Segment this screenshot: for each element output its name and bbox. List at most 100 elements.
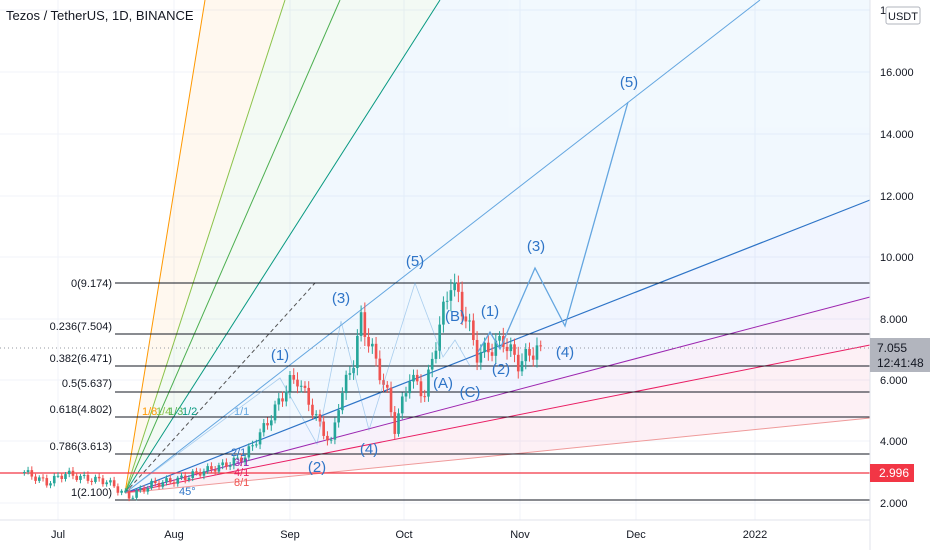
candle[interactable] xyxy=(322,415,325,440)
candle[interactable] xyxy=(157,479,161,490)
candle[interactable] xyxy=(23,470,26,476)
candle[interactable] xyxy=(139,485,142,493)
candle[interactable] xyxy=(389,381,393,418)
candle[interactable] xyxy=(311,398,314,420)
candle[interactable] xyxy=(135,488,138,501)
candle[interactable] xyxy=(228,462,232,471)
candle[interactable] xyxy=(34,473,37,484)
candle[interactable] xyxy=(505,338,509,360)
candle[interactable] xyxy=(161,480,165,489)
candle[interactable] xyxy=(449,279,453,312)
candle[interactable] xyxy=(292,368,296,384)
candle[interactable] xyxy=(168,474,172,485)
candle[interactable] xyxy=(326,431,329,446)
candle[interactable] xyxy=(374,336,378,367)
candle[interactable] xyxy=(329,436,333,444)
candle[interactable] xyxy=(180,472,183,480)
candle[interactable] xyxy=(153,477,157,487)
candle[interactable] xyxy=(531,347,535,367)
time-axis[interactable] xyxy=(0,520,870,550)
candle[interactable] xyxy=(109,477,112,486)
candle[interactable] xyxy=(266,417,269,430)
candle[interactable] xyxy=(337,403,340,428)
candle[interactable] xyxy=(82,471,86,479)
candle[interactable] xyxy=(112,476,116,488)
candle[interactable] xyxy=(430,352,434,378)
candle[interactable] xyxy=(49,481,52,489)
candle[interactable] xyxy=(269,415,273,431)
candle[interactable] xyxy=(539,340,543,352)
candle[interactable] xyxy=(524,343,528,370)
candle[interactable] xyxy=(79,474,82,484)
candle[interactable] xyxy=(404,386,408,402)
candle[interactable] xyxy=(378,350,382,385)
candle[interactable] xyxy=(457,275,460,303)
candle[interactable] xyxy=(371,338,374,354)
candle[interactable] xyxy=(393,406,397,439)
candle[interactable] xyxy=(359,305,363,342)
candle[interactable] xyxy=(348,366,352,380)
candle[interactable] xyxy=(187,475,191,483)
candlestick-series[interactable] xyxy=(23,273,543,502)
candle[interactable] xyxy=(52,473,56,487)
candle[interactable] xyxy=(217,462,221,474)
candle[interactable] xyxy=(479,344,483,370)
candle[interactable] xyxy=(490,343,494,362)
candle[interactable] xyxy=(516,346,520,379)
candle[interactable] xyxy=(423,389,427,403)
candle[interactable] xyxy=(64,471,67,482)
candle[interactable] xyxy=(468,313,471,332)
candle[interactable] xyxy=(30,466,34,480)
candle[interactable] xyxy=(528,342,531,362)
candle[interactable] xyxy=(419,374,423,403)
candle[interactable] xyxy=(221,459,224,470)
candle[interactable] xyxy=(225,458,228,470)
candle[interactable] xyxy=(37,475,41,483)
candle[interactable] xyxy=(318,409,322,427)
candle[interactable] xyxy=(299,380,303,393)
candle[interactable] xyxy=(494,333,498,364)
candle[interactable] xyxy=(408,374,412,399)
candle[interactable] xyxy=(255,439,258,448)
candle[interactable] xyxy=(438,316,441,359)
candle[interactable] xyxy=(210,462,213,473)
candle[interactable] xyxy=(56,472,60,479)
candle[interactable] xyxy=(142,485,146,494)
candle[interactable] xyxy=(105,480,108,487)
candle[interactable] xyxy=(367,328,370,353)
candle[interactable] xyxy=(333,417,337,445)
candle[interactable] xyxy=(60,472,64,483)
candle[interactable] xyxy=(101,474,105,487)
candle[interactable] xyxy=(191,469,195,482)
candle[interactable] xyxy=(535,337,539,368)
candle[interactable] xyxy=(258,428,262,450)
candle[interactable] xyxy=(183,472,187,484)
candle[interactable] xyxy=(41,474,45,482)
candle[interactable] xyxy=(303,381,307,393)
candle[interactable] xyxy=(341,387,344,415)
candle[interactable] xyxy=(67,467,71,478)
candle[interactable] xyxy=(165,475,168,486)
candle[interactable] xyxy=(251,440,254,451)
candle[interactable] xyxy=(385,381,389,393)
candle[interactable] xyxy=(472,313,475,346)
candle[interactable] xyxy=(434,342,438,364)
candle[interactable] xyxy=(363,302,367,347)
candle[interactable] xyxy=(445,291,449,310)
candle[interactable] xyxy=(277,392,281,411)
candle[interactable] xyxy=(120,489,123,496)
candle[interactable] xyxy=(273,400,277,424)
candle[interactable] xyxy=(296,372,299,394)
candle[interactable] xyxy=(288,370,292,399)
candle[interactable] xyxy=(344,370,348,400)
candle[interactable] xyxy=(131,495,135,500)
candle[interactable] xyxy=(415,369,419,386)
candle[interactable] xyxy=(116,483,120,496)
candle[interactable] xyxy=(94,474,97,484)
chart-pane[interactable] xyxy=(0,0,870,520)
candle[interactable] xyxy=(45,474,49,488)
symbol-title[interactable]: Tezos / TetherUS, 1D, BINANCE xyxy=(6,8,194,23)
candle[interactable] xyxy=(453,273,456,297)
candle[interactable] xyxy=(206,463,209,474)
candle[interactable] xyxy=(213,466,217,476)
